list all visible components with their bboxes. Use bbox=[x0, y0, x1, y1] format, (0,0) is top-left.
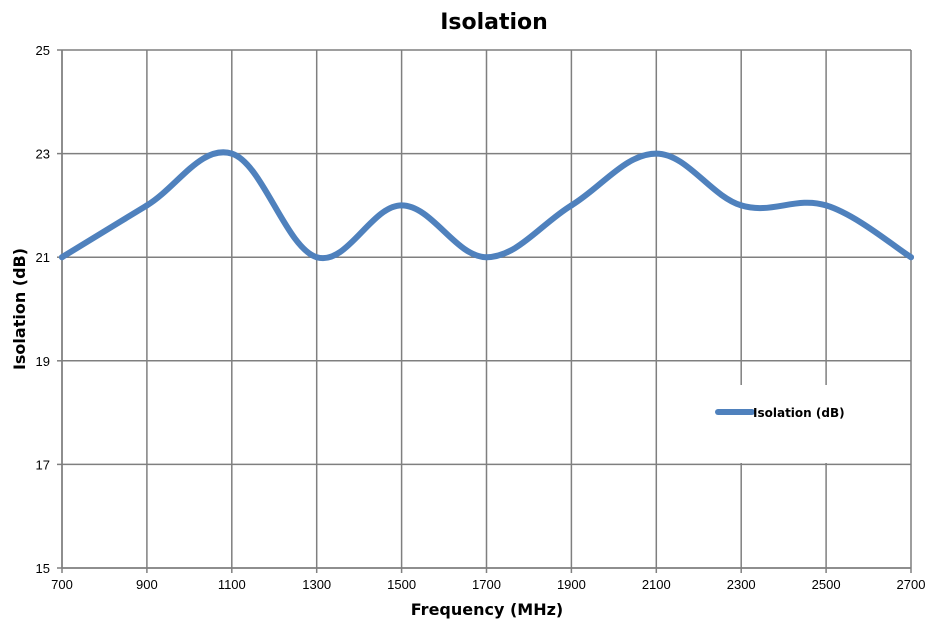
y-tick-label: 21 bbox=[36, 250, 50, 265]
x-tick-label: 1900 bbox=[557, 577, 586, 592]
y-tick-labels: 15 17 19 21 23 25 bbox=[36, 43, 50, 576]
y-tick-label: 17 bbox=[36, 457, 50, 472]
data-point bbox=[568, 202, 575, 209]
data-point bbox=[653, 150, 660, 157]
data-point bbox=[398, 202, 405, 209]
series-line bbox=[59, 149, 914, 262]
data-point bbox=[228, 150, 235, 157]
data-point bbox=[483, 254, 490, 261]
data-point bbox=[59, 254, 65, 261]
vertical-gridlines bbox=[61, 50, 912, 568]
x-axis-title: Frequency (MHz) bbox=[411, 600, 563, 619]
x-tick-label: 2100 bbox=[642, 577, 671, 592]
data-point bbox=[823, 202, 830, 209]
x-tick-labels: 700 900 1100 1300 1500 1700 1900 2100 2300 2500 27… bbox=[51, 577, 925, 592]
data-point bbox=[313, 254, 320, 261]
x-tick-label: 900 bbox=[136, 577, 158, 592]
x-tick-label: 1500 bbox=[387, 577, 416, 592]
legend-label: Isolation (dB) bbox=[753, 406, 845, 420]
legend-box bbox=[660, 385, 908, 463]
y-tick-label: 15 bbox=[36, 561, 50, 576]
y-tick-label: 25 bbox=[36, 43, 50, 58]
x-tick-label: 700 bbox=[51, 577, 73, 592]
x-tick-label: 2700 bbox=[897, 577, 926, 592]
data-point bbox=[738, 202, 745, 209]
x-tick-label: 1100 bbox=[218, 577, 246, 592]
legend-background bbox=[660, 385, 908, 463]
x-tick-label: 2500 bbox=[812, 577, 841, 592]
x-tick-label: 1700 bbox=[472, 577, 501, 592]
y-tick-label: 19 bbox=[36, 354, 50, 369]
y-axis-title: Isolation (dB) bbox=[10, 248, 29, 370]
x-tick-label: 1300 bbox=[302, 577, 331, 592]
chart-title: Isolation bbox=[440, 10, 548, 35]
x-tick-label: 2300 bbox=[727, 577, 756, 592]
data-point bbox=[143, 202, 150, 209]
data-point bbox=[908, 254, 914, 261]
y-tick-label: 23 bbox=[36, 147, 50, 162]
legend: Isolation (dB) bbox=[715, 406, 845, 420]
series-group bbox=[59, 149, 914, 262]
